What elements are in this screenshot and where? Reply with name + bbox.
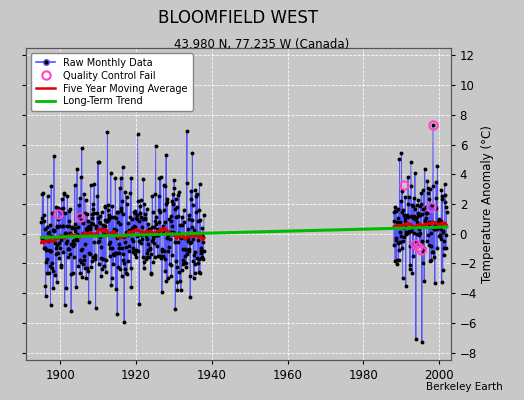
- Title: BLOOMFIELD WEST: BLOOMFIELD WEST: [158, 9, 319, 27]
- Text: 43.980 N, 77.235 W (Canada): 43.980 N, 77.235 W (Canada): [174, 38, 350, 51]
- Y-axis label: Temperature Anomaly (°C): Temperature Anomaly (°C): [481, 125, 494, 283]
- Legend: Raw Monthly Data, Quality Control Fail, Five Year Moving Average, Long-Term Tren: Raw Monthly Data, Quality Control Fail, …: [31, 53, 192, 111]
- Text: Berkeley Earth: Berkeley Earth: [427, 382, 503, 392]
